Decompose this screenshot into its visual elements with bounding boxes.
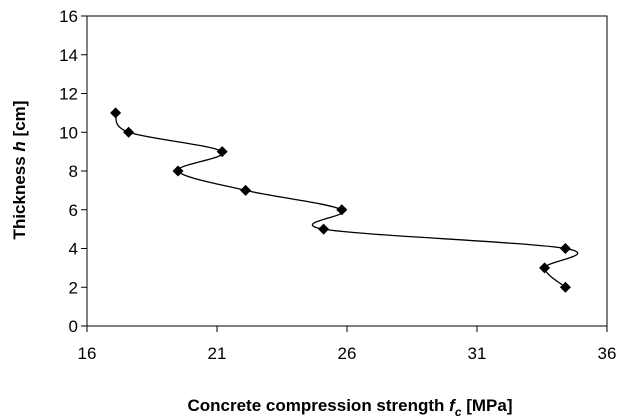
y-tick-label: 2 [69, 278, 78, 297]
plot-frame [86, 15, 608, 327]
data-point-marker [318, 223, 330, 235]
series-line [114, 112, 579, 288]
y-tick-label: 0 [69, 317, 78, 336]
y-tick-label: 12 [59, 85, 78, 104]
x-tick-label: 16 [78, 344, 97, 363]
data-markers [110, 107, 571, 293]
data-point-marker [559, 243, 571, 254]
plot-area [86, 15, 608, 327]
x-axis-title: Concrete compression strength fc [MPa] [187, 396, 512, 419]
y-tick-label: 14 [59, 46, 78, 65]
data-point-marker [559, 281, 571, 293]
data-point-marker [110, 107, 122, 119]
data-point-marker [123, 126, 135, 138]
x-tick-label: 36 [598, 344, 617, 363]
data-point-marker [539, 262, 551, 274]
x-tick-label: 21 [208, 344, 227, 363]
x-tick-label: 31 [468, 344, 487, 363]
data-series [114, 112, 579, 288]
data-point-marker [172, 165, 184, 177]
y-axis-title: Thickness h [cm] [10, 101, 29, 240]
y-tick-label: 4 [69, 240, 78, 259]
x-tick-label: 26 [338, 344, 357, 363]
data-point-marker [240, 184, 252, 196]
y-tick-label: 10 [59, 123, 78, 142]
y-axis-ticks: 0 2 4 6 8 10 12 14 16 [59, 7, 87, 336]
data-point-marker [336, 204, 348, 216]
y-tick-label: 8 [69, 162, 78, 181]
y-tick-label: 16 [59, 7, 78, 26]
y-tick-label: 6 [69, 201, 78, 220]
x-axis-ticks: 16 21 26 31 36 [78, 326, 617, 363]
data-point-marker [216, 146, 228, 158]
